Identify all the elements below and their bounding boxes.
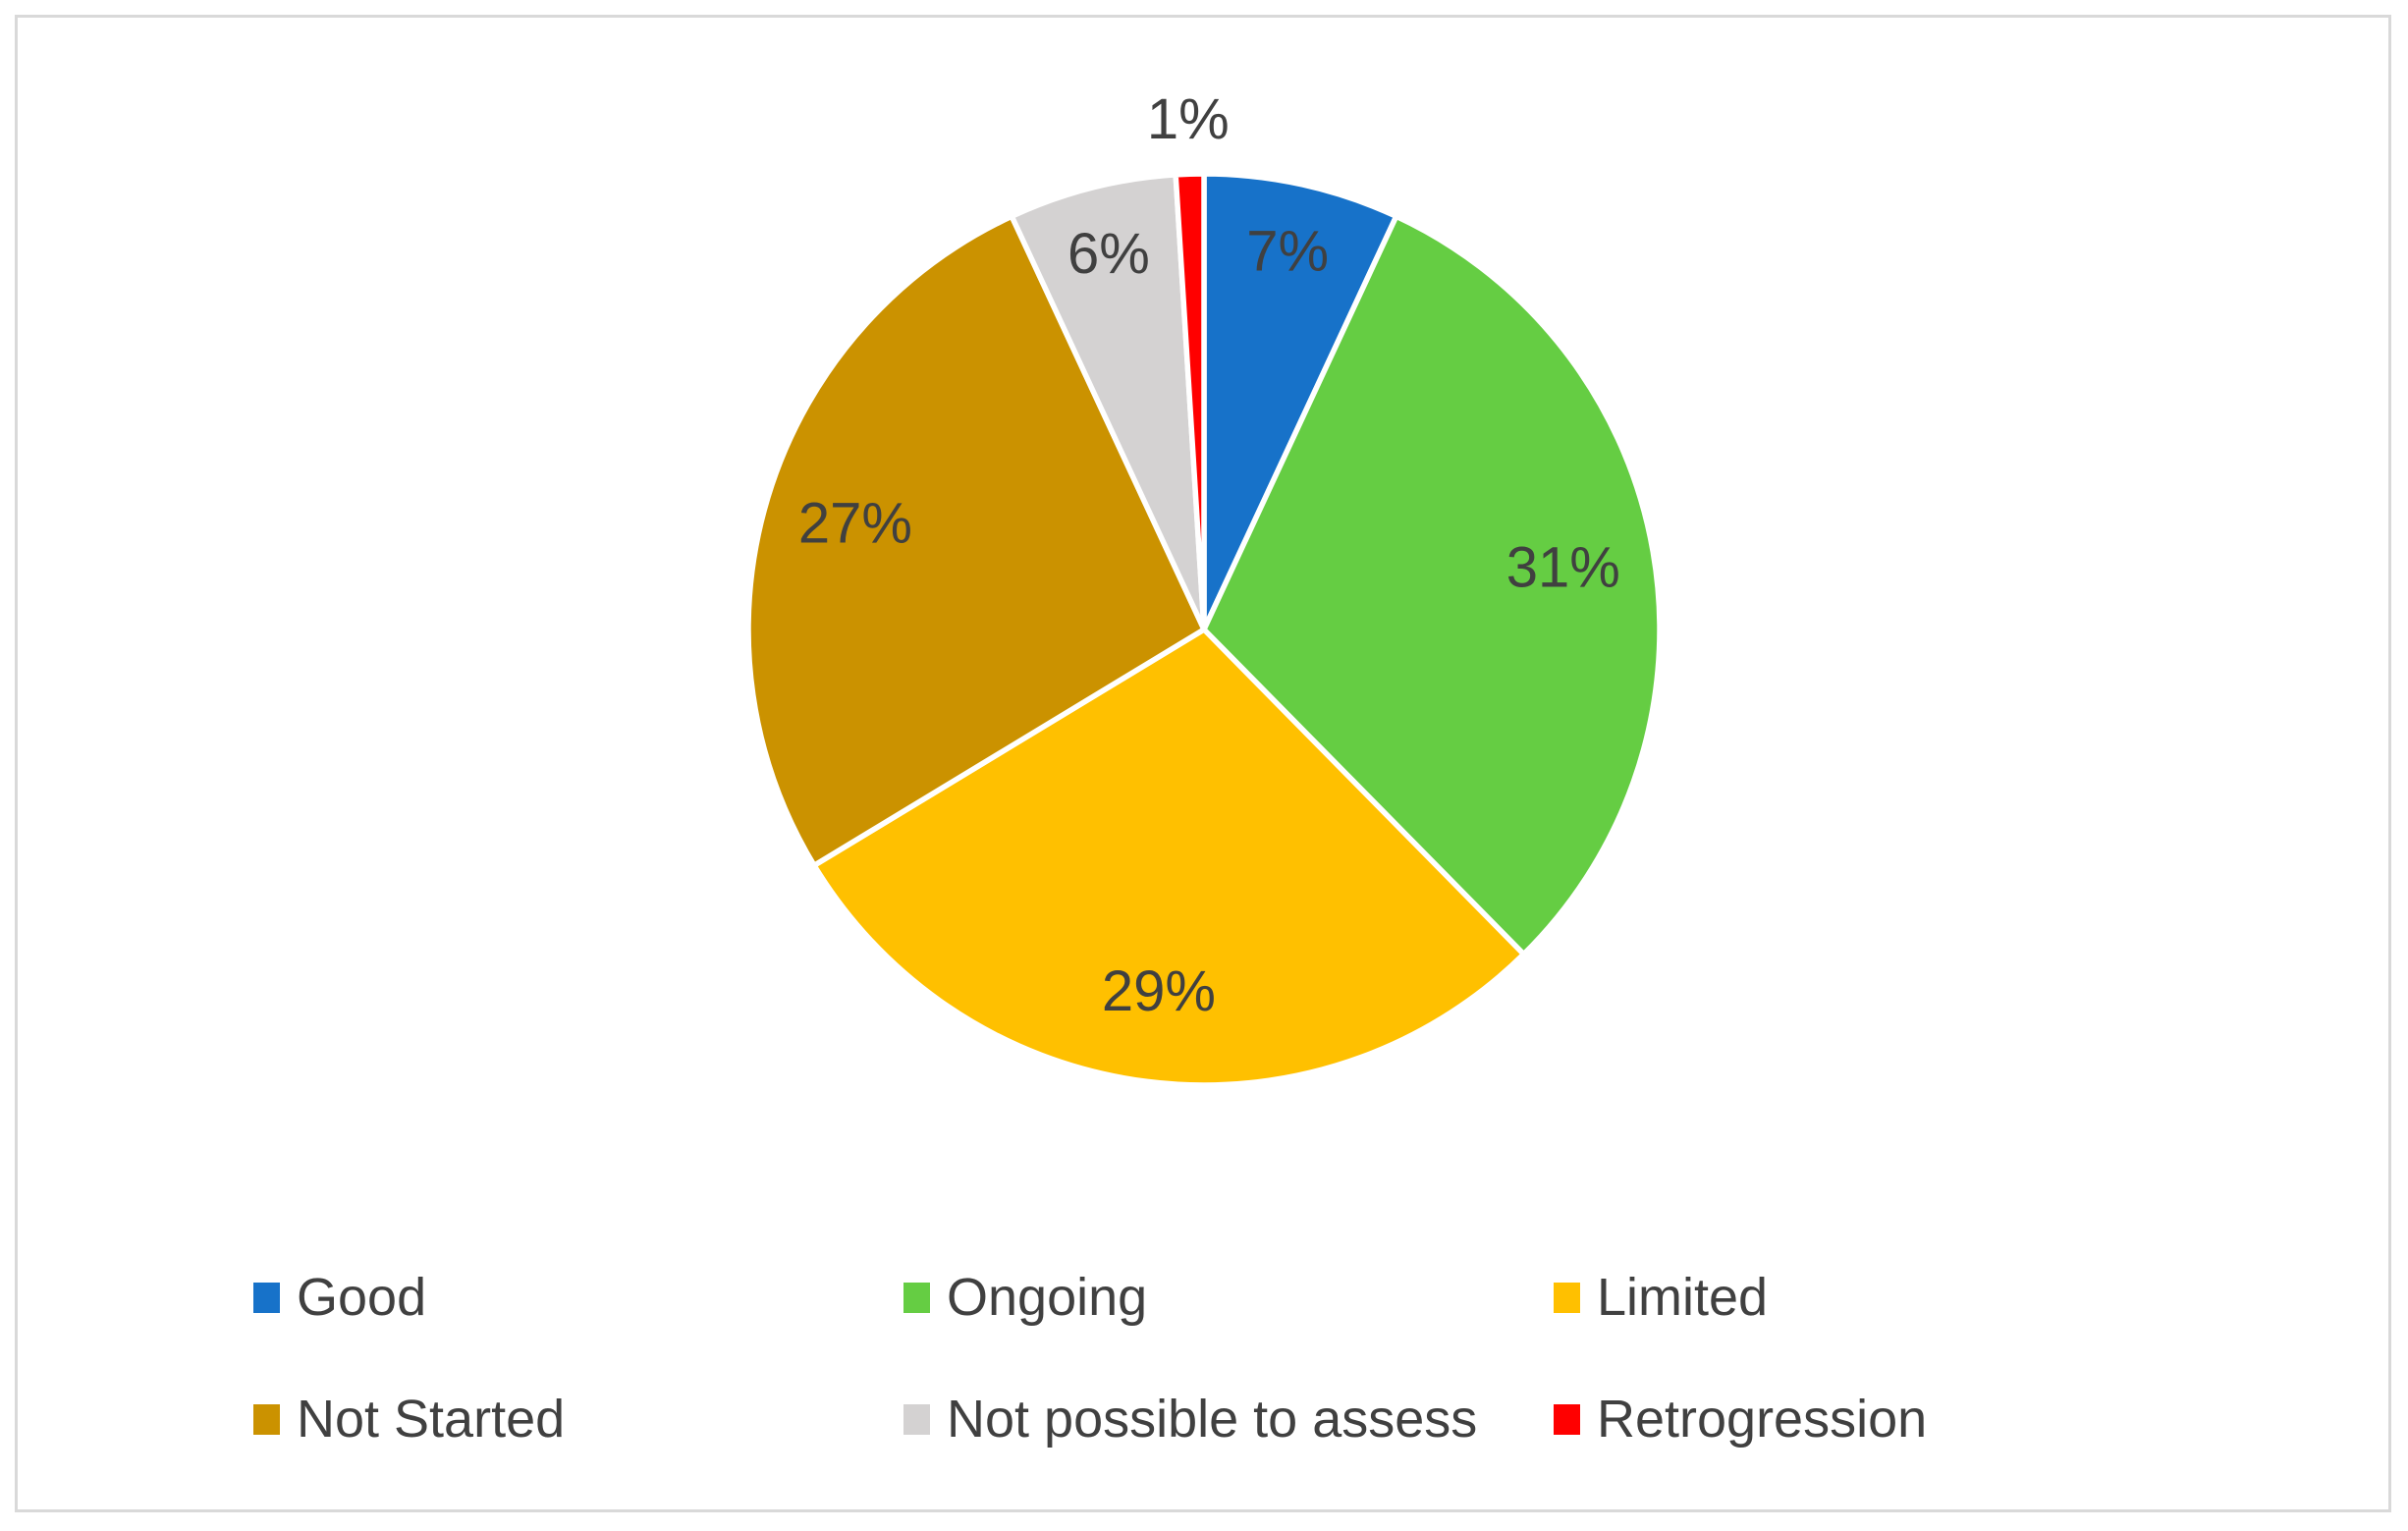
legend-item-limited: Limited bbox=[1554, 1267, 1927, 1328]
slice-label-limited: 29% bbox=[1102, 959, 1216, 1023]
legend-item-not-possible-to-assess: Not possible to assess bbox=[903, 1389, 1554, 1449]
legend-label-ongoing: Ongoing bbox=[947, 1268, 1148, 1327]
legend-swatch-retrogression bbox=[1554, 1403, 1580, 1435]
legend-swatch-not-started bbox=[253, 1403, 280, 1435]
pie-slice-retrogression bbox=[1173, 171, 1207, 630]
legend-label-not-started: Not Started bbox=[297, 1390, 566, 1449]
slice-label-not-possible-to-assess: 6% bbox=[1067, 222, 1150, 286]
legend-label-good: Good bbox=[297, 1268, 427, 1327]
legend-label-not-possible-to-assess: Not possible to assess bbox=[947, 1390, 1478, 1449]
legend-item-retrogression: Retrogression bbox=[1554, 1389, 1927, 1449]
pie-slice-ongoing bbox=[1200, 212, 1663, 958]
legend-label-retrogression: Retrogression bbox=[1597, 1390, 1928, 1449]
pie-slice-not-started bbox=[745, 212, 1208, 870]
pie-slice-good bbox=[1201, 171, 1400, 631]
legend-swatch-not-possible-to-assess bbox=[903, 1403, 930, 1435]
legend-swatch-ongoing bbox=[903, 1282, 930, 1313]
slice-label-retrogression: 1% bbox=[1147, 87, 1230, 151]
slice-label-not-started: 27% bbox=[798, 491, 912, 555]
legend-swatch-good bbox=[253, 1282, 280, 1313]
legend-swatch-limited bbox=[1554, 1282, 1580, 1313]
pie-slice-limited bbox=[810, 626, 1528, 1088]
legend-item-good: Good bbox=[253, 1267, 903, 1328]
slice-label-good: 7% bbox=[1246, 219, 1329, 283]
legend-item-not-started: Not Started bbox=[253, 1389, 903, 1449]
legend-item-ongoing: Ongoing bbox=[903, 1267, 1554, 1328]
pie-slice-not-possible-to-assess bbox=[1008, 171, 1207, 631]
legend: Good Ongoing Limited Not Started Not pos… bbox=[253, 1267, 1927, 1449]
legend-label-limited: Limited bbox=[1597, 1268, 1769, 1327]
slice-label-ongoing: 31% bbox=[1506, 535, 1620, 599]
